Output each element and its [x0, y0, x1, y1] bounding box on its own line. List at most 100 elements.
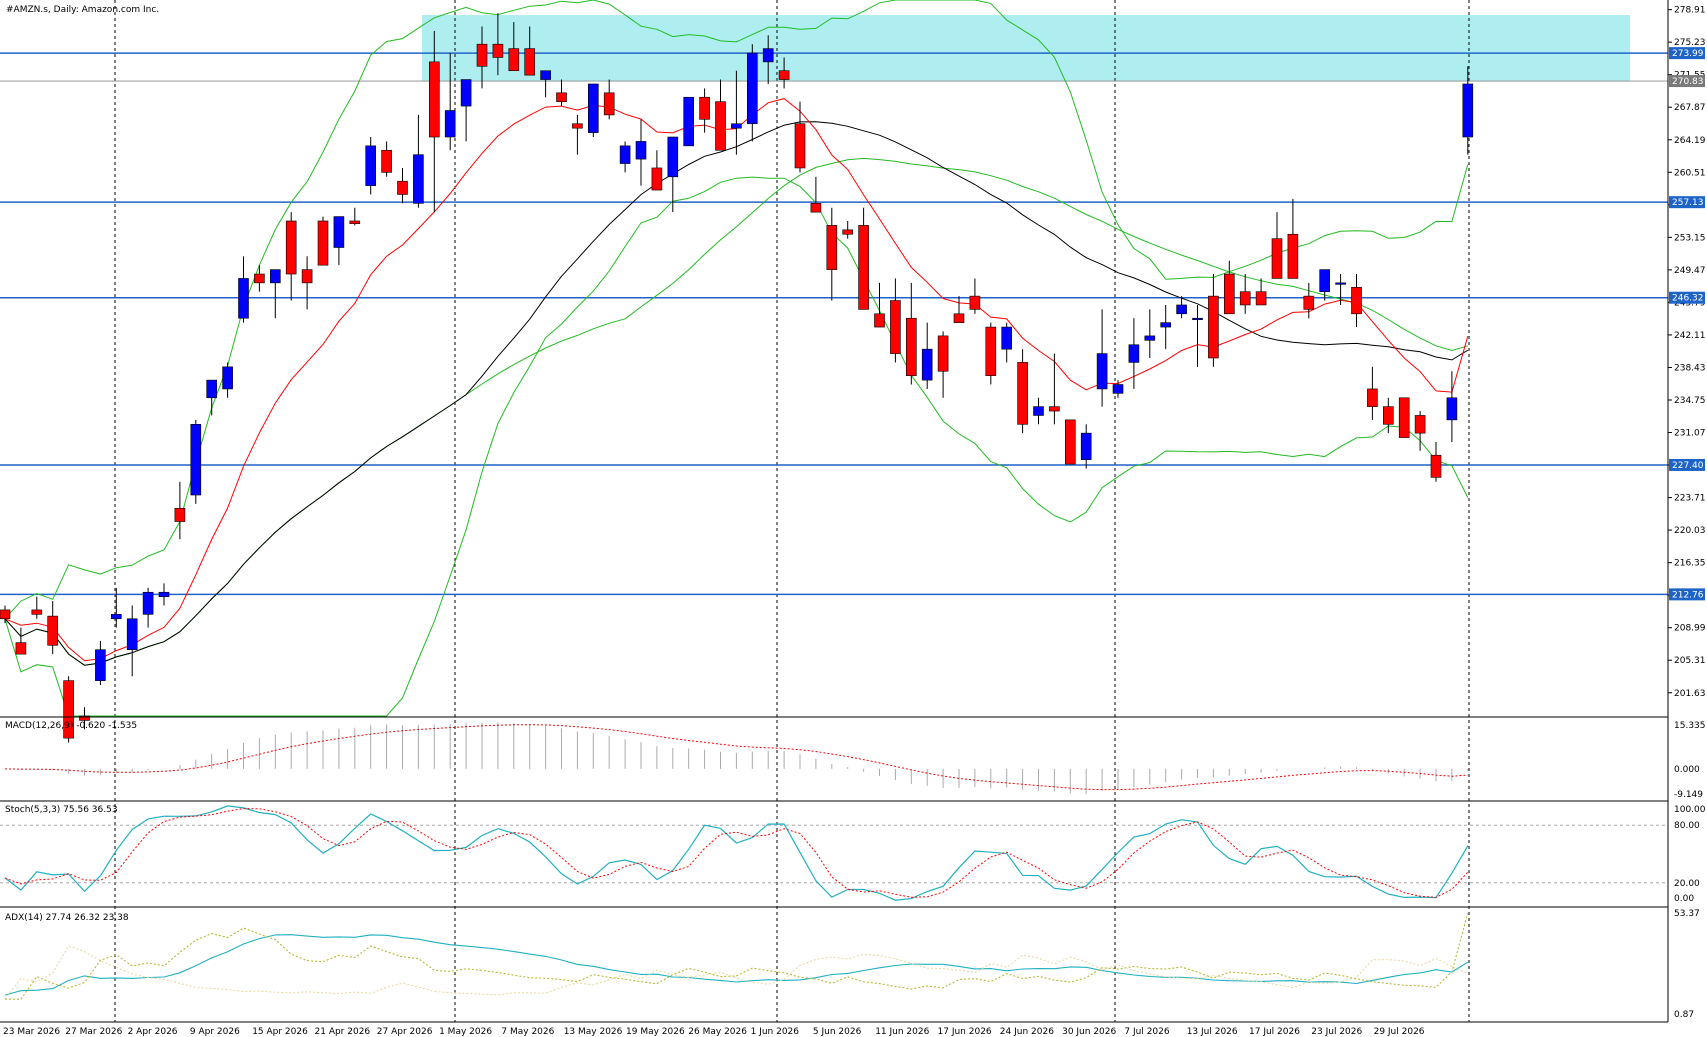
- indicator-panels[interactable]: [0, 716, 1668, 1023]
- candle[interactable]: [905, 317, 917, 376]
- candle[interactable]: [1398, 397, 1410, 438]
- candle[interactable]: [190, 423, 202, 496]
- candle[interactable]: [890, 300, 901, 354]
- candle[interactable]: [1271, 238, 1283, 279]
- candle[interactable]: [667, 136, 679, 178]
- candle[interactable]: [317, 220, 329, 266]
- candle[interactable]: [1335, 282, 1346, 285]
- candle[interactable]: [731, 123, 742, 129]
- candle[interactable]: [460, 79, 472, 107]
- candle[interactable]: [1430, 454, 1442, 478]
- candle[interactable]: [1255, 291, 1267, 306]
- candle[interactable]: [619, 145, 631, 164]
- candle[interactable]: [222, 366, 233, 390]
- candle[interactable]: [921, 348, 933, 381]
- candle[interactable]: [794, 123, 806, 169]
- candle[interactable]: [285, 220, 297, 275]
- candle[interactable]: [1414, 415, 1426, 434]
- candle[interactable]: [111, 614, 122, 620]
- candle[interactable]: [1303, 295, 1315, 310]
- candle[interactable]: [683, 96, 695, 147]
- candle[interactable]: [985, 326, 997, 376]
- candle[interactable]: [587, 83, 599, 133]
- candle[interactable]: [126, 618, 138, 651]
- candle[interactable]: [444, 110, 456, 138]
- candle[interactable]: [540, 70, 551, 80]
- candle[interactable]: [953, 313, 965, 323]
- candle[interactable]: [603, 92, 615, 116]
- candle[interactable]: [79, 715, 90, 721]
- candle[interactable]: [142, 591, 154, 615]
- candle[interactable]: [1128, 344, 1140, 363]
- candle[interactable]: [1017, 362, 1028, 425]
- candle[interactable]: [1239, 291, 1251, 306]
- candle[interactable]: [158, 591, 170, 597]
- candle[interactable]: [762, 48, 774, 63]
- candle[interactable]: [333, 216, 345, 248]
- candle[interactable]: [1096, 353, 1108, 390]
- candle[interactable]: [1192, 317, 1203, 321]
- candle[interactable]: [269, 269, 281, 284]
- candle[interactable]: [1367, 388, 1378, 407]
- candle[interactable]: [1160, 322, 1171, 328]
- adx-axis-label: 53.37: [1674, 909, 1700, 919]
- candle[interactable]: [1144, 335, 1156, 341]
- candle[interactable]: [651, 167, 663, 191]
- candle[interactable]: [174, 507, 186, 522]
- candle[interactable]: [746, 52, 758, 125]
- candle[interactable]: [572, 123, 583, 129]
- candle[interactable]: [1383, 406, 1394, 425]
- candle[interactable]: [635, 141, 647, 160]
- candle[interactable]: [508, 48, 520, 72]
- candle[interactable]: [842, 229, 854, 235]
- candle[interactable]: [397, 180, 408, 195]
- candle[interactable]: [1287, 233, 1299, 279]
- candle[interactable]: [524, 48, 536, 76]
- candle[interactable]: [699, 96, 710, 120]
- candle[interactable]: [31, 609, 43, 615]
- candle[interactable]: [937, 335, 949, 372]
- candle[interactable]: [254, 273, 265, 284]
- candle[interactable]: [428, 61, 440, 138]
- candle[interactable]: [1049, 406, 1060, 412]
- candle[interactable]: [556, 92, 567, 102]
- candle[interactable]: [238, 278, 249, 319]
- candle[interactable]: [1033, 406, 1044, 416]
- candle[interactable]: [47, 615, 59, 646]
- candle[interactable]: [476, 43, 488, 67]
- candle[interactable]: [1112, 384, 1124, 394]
- date-label: 13 May 2026: [564, 1027, 623, 1037]
- candle[interactable]: [1176, 304, 1187, 315]
- candle[interactable]: [301, 269, 313, 284]
- candle[interactable]: [365, 145, 377, 186]
- candle[interactable]: [969, 295, 981, 310]
- candle[interactable]: [349, 220, 361, 224]
- stoch-signal-line: [4, 808, 1469, 898]
- candle[interactable]: [1462, 83, 1474, 138]
- candle[interactable]: [858, 225, 869, 310]
- candle[interactable]: [492, 43, 504, 58]
- candle[interactable]: [1351, 286, 1362, 315]
- candle[interactable]: [206, 379, 217, 399]
- candle[interactable]: [826, 225, 838, 270]
- candle[interactable]: [810, 203, 822, 213]
- candle[interactable]: [778, 70, 790, 80]
- candle[interactable]: [1065, 419, 1076, 465]
- price-tick-label: 242.11: [1674, 331, 1706, 341]
- main-price-panel[interactable]: [0, 0, 1668, 1022]
- candle[interactable]: [1319, 269, 1330, 293]
- candle[interactable]: [413, 154, 424, 204]
- candle[interactable]: [1224, 273, 1235, 315]
- candle[interactable]: [95, 649, 106, 681]
- candle[interactable]: [63, 680, 74, 739]
- candle[interactable]: [15, 642, 27, 655]
- candle[interactable]: [1208, 295, 1219, 359]
- candle[interactable]: [1446, 397, 1458, 421]
- candle[interactable]: [1001, 326, 1013, 350]
- candle[interactable]: [0, 609, 11, 620]
- candle[interactable]: [381, 149, 392, 173]
- candle[interactable]: [874, 313, 885, 328]
- candle[interactable]: [1080, 432, 1092, 460]
- candle[interactable]: [715, 101, 726, 151]
